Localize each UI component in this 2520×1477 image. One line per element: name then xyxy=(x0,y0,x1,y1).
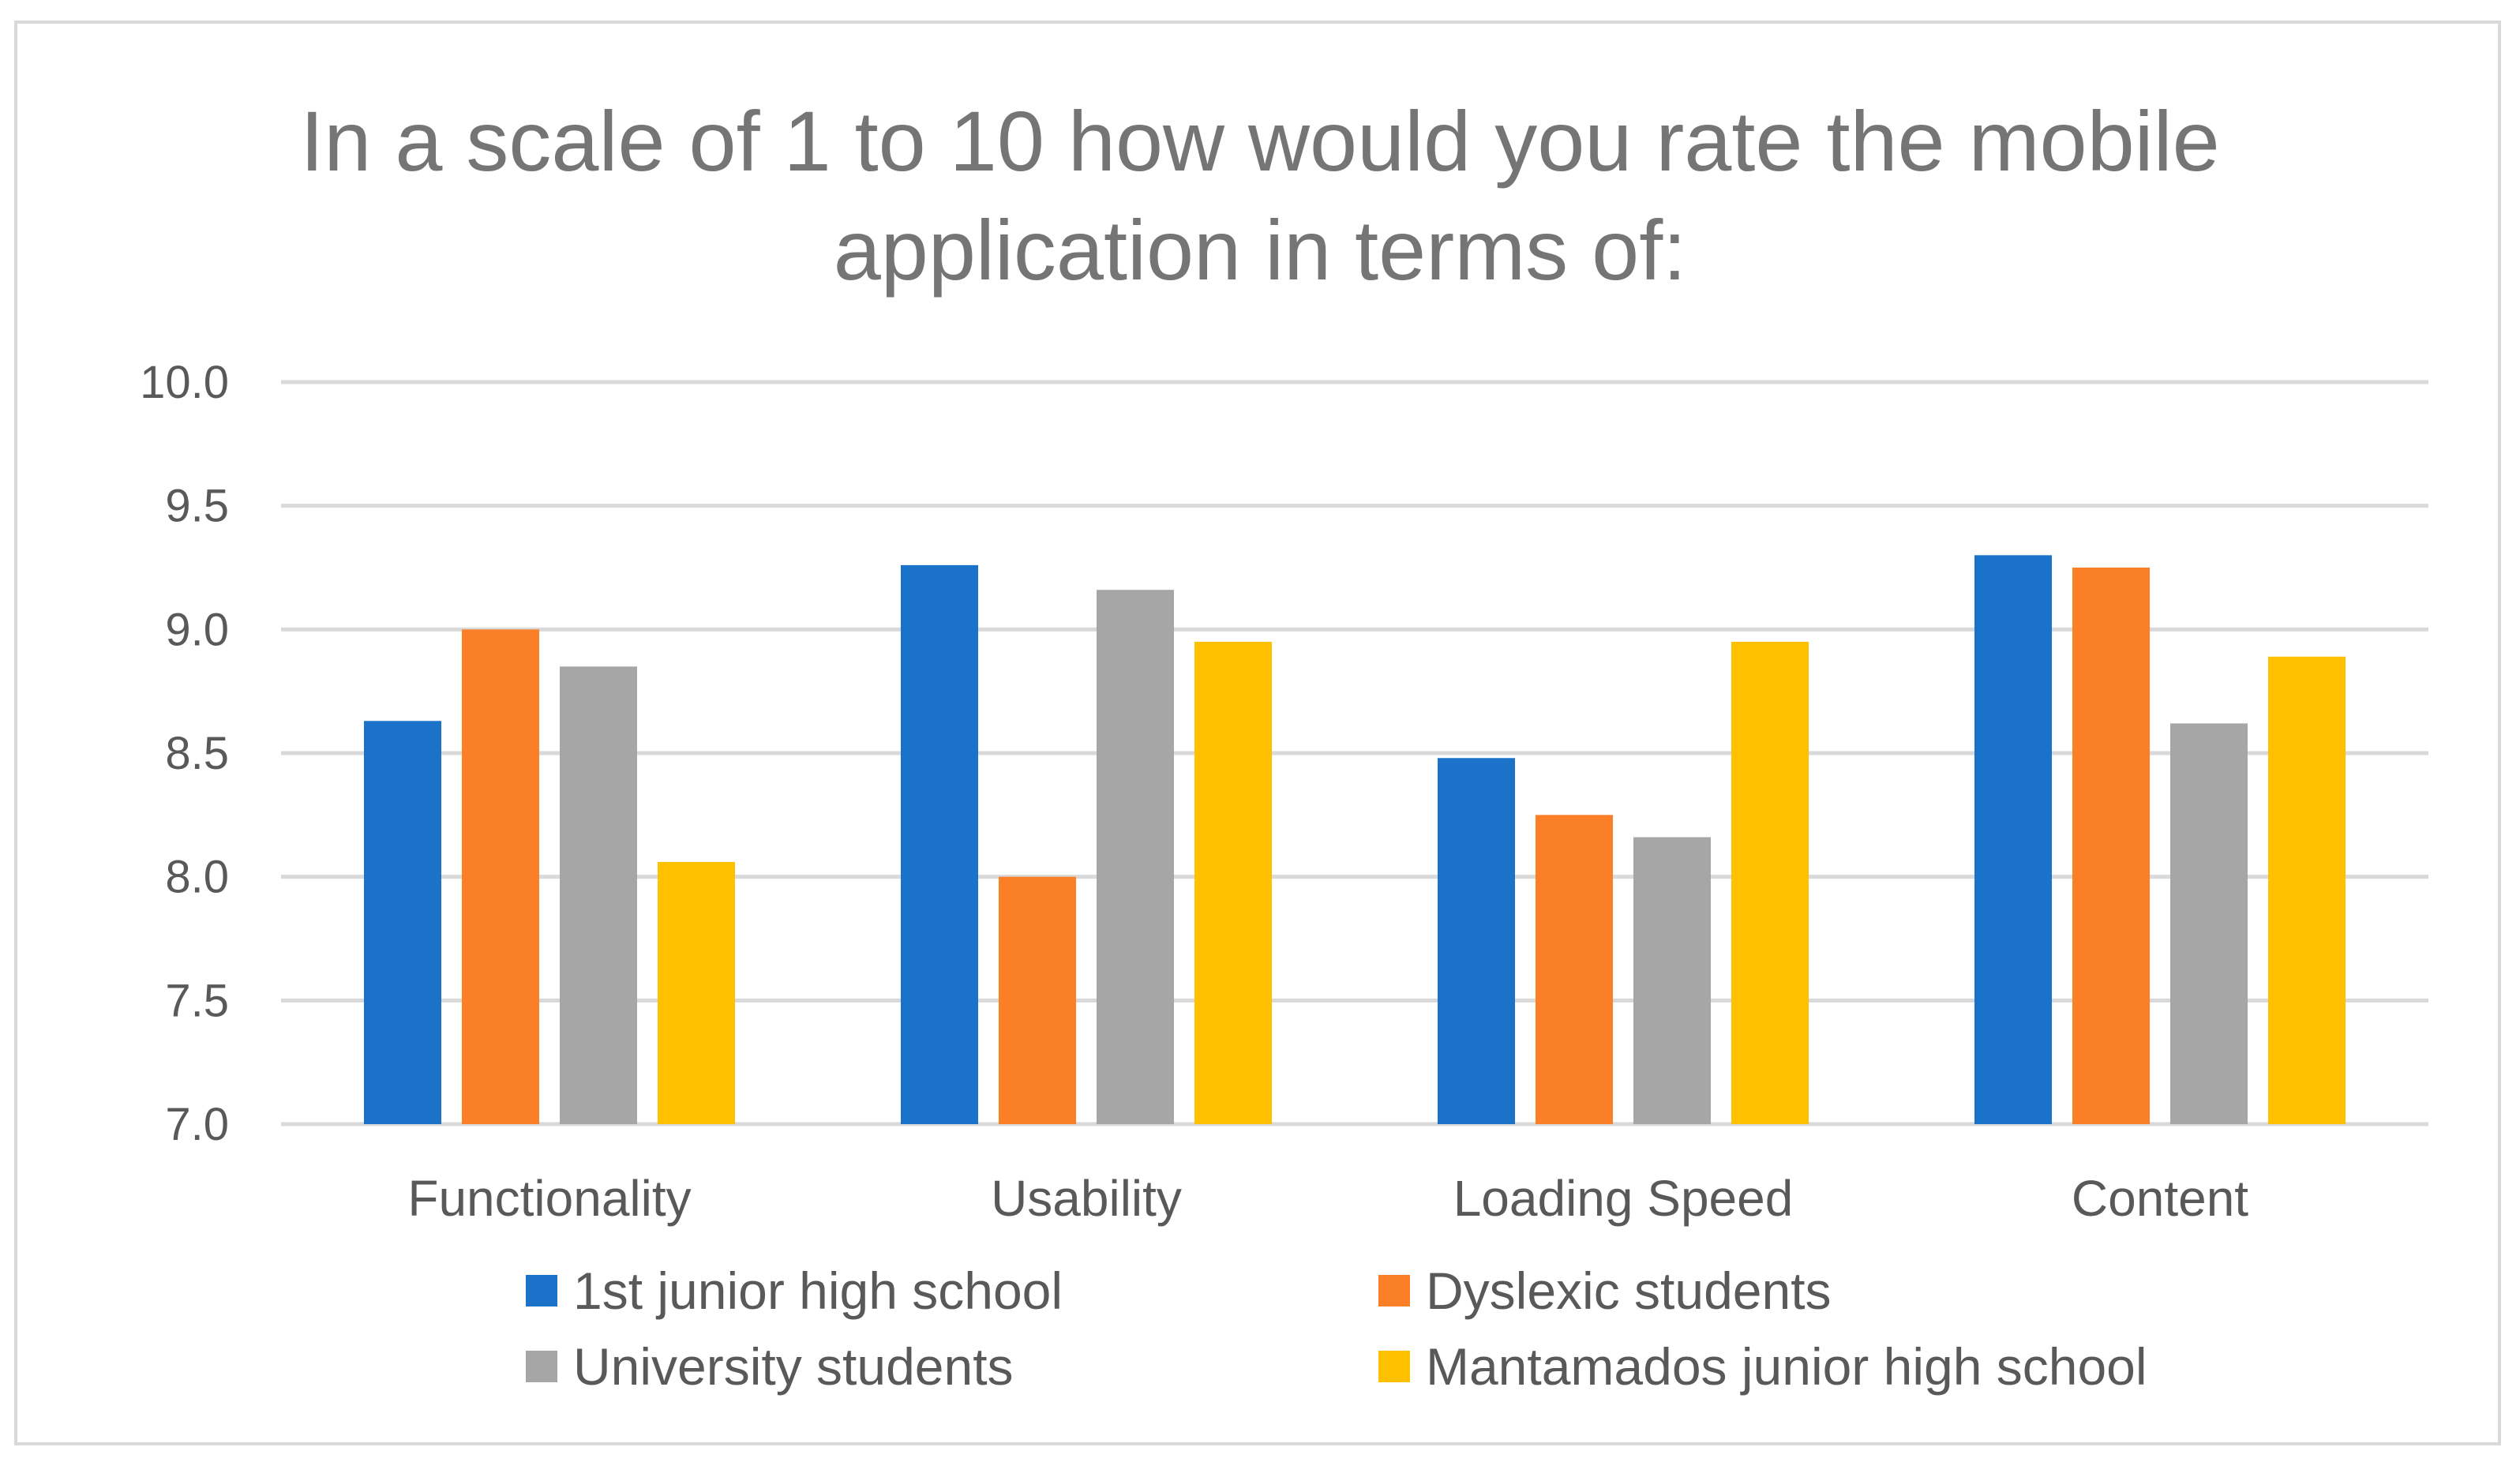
bar xyxy=(560,666,637,1124)
y-tick-label: 10.0 xyxy=(140,357,229,408)
x-category-label: Loading Speed xyxy=(1453,1170,1794,1227)
y-tick-label: 9.0 xyxy=(165,604,229,655)
y-tick-label: 7.5 xyxy=(165,975,229,1026)
gridlines xyxy=(281,380,2428,1126)
legend-item: 1st junior high school xyxy=(526,1255,1063,1326)
bar xyxy=(1731,642,1809,1124)
legend-swatch xyxy=(526,1351,557,1382)
legend-item: Mantamados junior high school xyxy=(1378,1331,2147,1402)
legend-swatch xyxy=(1378,1275,1410,1306)
y-tick-label: 8.5 xyxy=(165,728,229,779)
legend-label: 1st junior high school xyxy=(573,1261,1063,1320)
bars xyxy=(364,555,2346,1124)
y-tick-label: 7.0 xyxy=(165,1099,229,1150)
bar xyxy=(901,564,978,1124)
legend-swatch xyxy=(526,1275,557,1306)
bar xyxy=(2170,723,2248,1124)
legend-swatch xyxy=(1378,1351,1410,1382)
x-category-label: Usability xyxy=(991,1170,1182,1227)
y-tick-label: 9.5 xyxy=(165,481,229,532)
bar xyxy=(1097,590,1174,1124)
legend: 1st junior high school Dyslexic students U… xyxy=(0,1255,2520,1413)
bar xyxy=(1438,758,1515,1124)
y-tick-label: 8.0 xyxy=(165,852,229,903)
bar xyxy=(999,876,1076,1124)
bar xyxy=(1633,837,1711,1124)
bar xyxy=(364,721,441,1124)
x-axis-categories: Functionality Usability Loading Speed Conte… xyxy=(407,1170,2248,1227)
chart-title: In a scale of 1 to 10 how would you rate… xyxy=(300,93,2220,298)
legend-item: University students xyxy=(526,1331,1014,1402)
bar xyxy=(1974,555,2052,1124)
bar xyxy=(2268,656,2346,1124)
bar-chart-plot: 7.0 7.5 8.0 8.5 9.0 9.5 10.0 Functionality Usab… xyxy=(140,357,2428,1227)
y-axis-ticks: 7.0 7.5 8.0 8.5 9.0 9.5 10.0 xyxy=(140,357,229,1150)
legend-label: Dyslexic students xyxy=(1426,1261,1832,1320)
bar xyxy=(2072,568,2150,1124)
bar xyxy=(1194,642,1272,1124)
legend-label: Mantamados junior high school xyxy=(1426,1337,2147,1396)
x-category-label: Content xyxy=(2072,1170,2248,1227)
x-category-label: Functionality xyxy=(407,1170,691,1227)
bar xyxy=(462,629,539,1124)
bar xyxy=(1536,815,1613,1124)
legend-item: Dyslexic students xyxy=(1378,1255,1832,1326)
legend-label: University students xyxy=(573,1337,1014,1396)
bar xyxy=(658,861,735,1124)
